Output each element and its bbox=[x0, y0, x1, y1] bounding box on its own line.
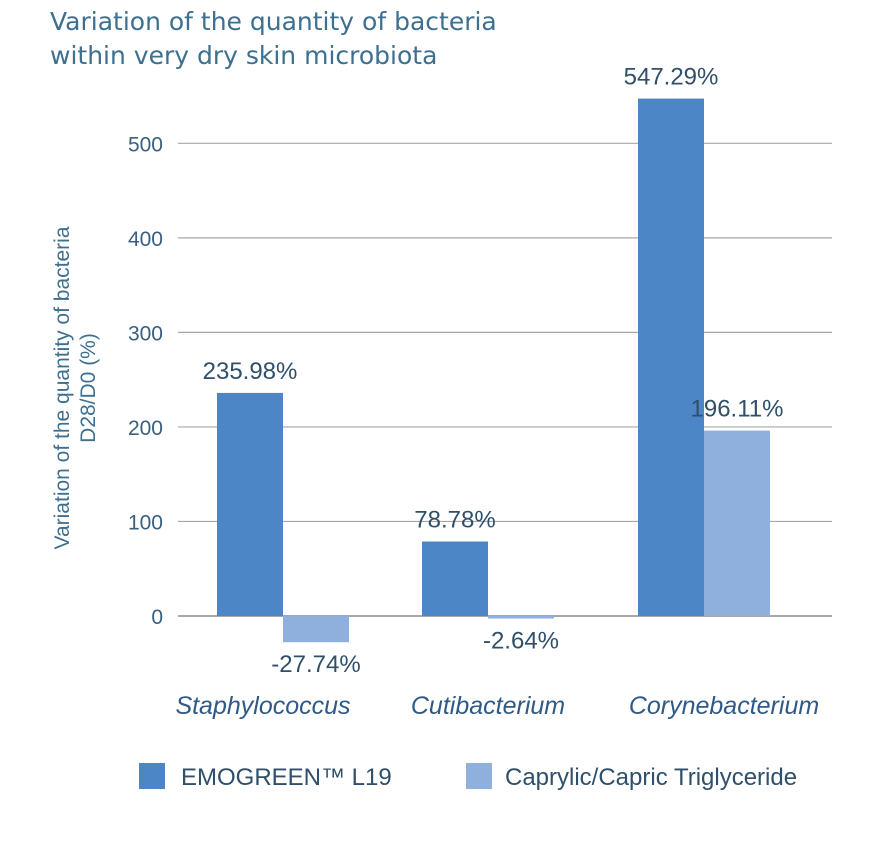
bar-cutibacterium-series-2 bbox=[488, 616, 554, 619]
y-tick-label: 400 bbox=[128, 228, 163, 251]
y-axis-ticks: 0 100 200 300 400 500 bbox=[128, 133, 163, 629]
chart-title-line-2: within very dry skin microbiota bbox=[50, 41, 437, 70]
data-labels: 235.98% 78.78% 547.29% -27.74% -2.64% 196.11% bbox=[203, 64, 784, 679]
legend-swatch-1 bbox=[139, 763, 165, 789]
y-tick-label: 0 bbox=[151, 606, 163, 629]
bar-staphylococcus-series-1 bbox=[217, 392, 283, 616]
category-label-corynebacterium: Corynebacterium bbox=[629, 692, 819, 720]
y-tick-label: 500 bbox=[128, 133, 163, 156]
bars bbox=[217, 98, 770, 643]
data-label: -27.74% bbox=[271, 651, 360, 678]
y-tick-label: 200 bbox=[128, 417, 163, 440]
y-axis-label: Variation of the quantity of bacteria D2… bbox=[51, 226, 100, 549]
data-label: 196.11% bbox=[691, 396, 784, 423]
data-label: 235.98% bbox=[203, 358, 298, 385]
y-tick-label: 300 bbox=[128, 322, 163, 345]
data-label: 547.29% bbox=[624, 64, 719, 91]
category-label-staphylococcus: Staphylococcus bbox=[175, 692, 350, 720]
chart-title: Variation of the quantity of bacteria wi… bbox=[50, 7, 497, 70]
chart-title-line-1: Variation of the quantity of bacteria bbox=[50, 7, 497, 36]
bar-cutibacterium-series-1 bbox=[422, 541, 488, 616]
data-label: 78.78% bbox=[414, 507, 495, 534]
y-tick-label: 100 bbox=[128, 511, 163, 534]
legend-label-2: Caprylic/Capric Triglyceride bbox=[505, 764, 797, 791]
bar-corynebacterium-series-1 bbox=[638, 98, 704, 616]
y-axis-label-line-1: Variation of the quantity of bacteria bbox=[51, 226, 74, 549]
category-label-cutibacterium: Cutibacterium bbox=[411, 692, 565, 720]
bar-staphylococcus-series-2 bbox=[283, 616, 349, 643]
bar-corynebacterium-series-2 bbox=[704, 430, 770, 616]
category-labels: Staphylococcus Cutibacterium Corynebacteri… bbox=[175, 692, 819, 720]
data-label: -2.64% bbox=[483, 627, 559, 654]
legend: EMOGREEN™ L19 Caprylic/Capric Triglycerid… bbox=[139, 763, 797, 791]
legend-swatch-2 bbox=[466, 763, 492, 789]
legend-label-1: EMOGREEN™ L19 bbox=[181, 764, 392, 791]
y-axis-label-line-2: D28/D0 (%) bbox=[77, 333, 100, 443]
